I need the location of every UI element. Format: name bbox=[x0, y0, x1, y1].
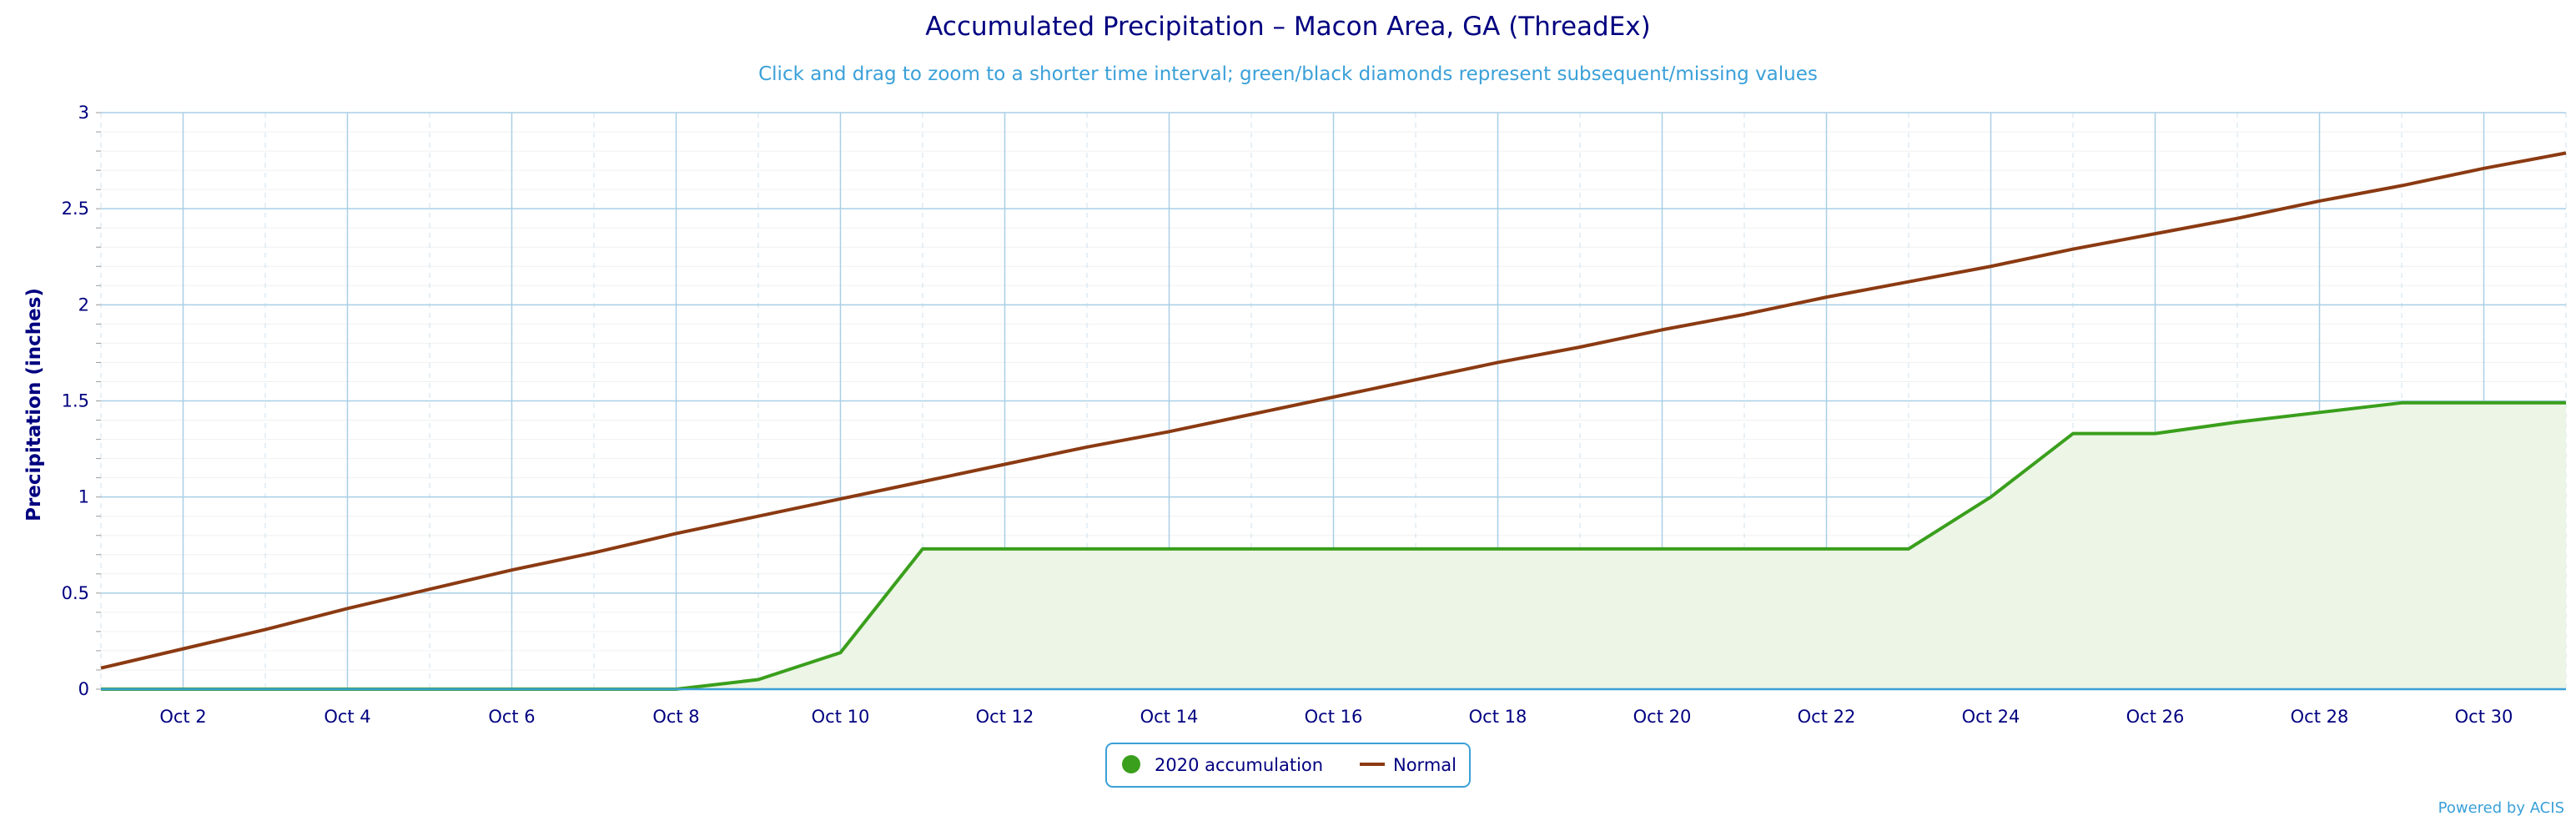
axis-layer: 0 0.5 1 1.5 2 2.5 3 Oct 2 Oct 4 Oct 6 Oct 8 Oct 10 O… bbox=[62, 103, 2566, 727]
legend-label-2020-accumulation: 2020 accumulation bbox=[1155, 755, 1323, 775]
y-tick-label: 2 bbox=[78, 295, 89, 315]
y-tick-label: 0.5 bbox=[62, 583, 89, 603]
legend-symbol-2020-accumulation bbox=[1122, 755, 1140, 773]
x-tick-label: Oct 18 bbox=[1469, 707, 1527, 727]
x-tick-label: Oct 10 bbox=[812, 707, 870, 727]
credits-link[interactable]: Powered by ACIS bbox=[2438, 799, 2564, 817]
x-tick-label: Oct 22 bbox=[1798, 707, 1856, 727]
y-tick-label: 1.5 bbox=[62, 391, 89, 411]
x-tick-label: Oct 16 bbox=[1305, 707, 1363, 727]
legend-item-normal[interactable]: Normal bbox=[1360, 755, 1457, 775]
area-2020-accumulation bbox=[101, 402, 2566, 689]
series-line-normal[interactable] bbox=[100, 151, 2567, 670]
x-tick-label: Oct 4 bbox=[324, 707, 370, 727]
y-tick-label: 1 bbox=[78, 487, 89, 507]
x-tick-label: Oct 8 bbox=[652, 707, 699, 727]
y-tick-label: 2.5 bbox=[62, 199, 89, 219]
legend[interactable]: 2020 accumulation Normal bbox=[1105, 743, 1471, 788]
x-tick-label: Oct 28 bbox=[2291, 707, 2349, 727]
x-tick-label: Oct 6 bbox=[488, 707, 535, 727]
x-tick-label: Oct 14 bbox=[1140, 707, 1199, 727]
y-tick-label: 3 bbox=[78, 103, 89, 123]
legend-label-normal: Normal bbox=[1393, 755, 1457, 775]
y-tick-label: 0 bbox=[78, 679, 89, 699]
x-tick-label: Oct 30 bbox=[2455, 707, 2513, 727]
x-tick-label: Oct 20 bbox=[1633, 707, 1692, 727]
legend-item-2020-accumulation[interactable]: 2020 accumulation bbox=[1122, 755, 1323, 775]
y-axis-title: Precipitation (inches) bbox=[23, 288, 45, 521]
legend-box bbox=[1105, 743, 1471, 788]
chart-subtitle: Click and drag to zoom to a shorter time… bbox=[758, 63, 1818, 85]
x-tick-label: Oct 2 bbox=[159, 707, 206, 727]
x-tick-label: Oct 24 bbox=[1962, 707, 2020, 727]
chart-title: Accumulated Precipitation – Macon Area, … bbox=[925, 12, 1650, 42]
x-tick-label: Oct 12 bbox=[976, 707, 1034, 727]
x-tick-label: Oct 26 bbox=[2126, 707, 2185, 727]
